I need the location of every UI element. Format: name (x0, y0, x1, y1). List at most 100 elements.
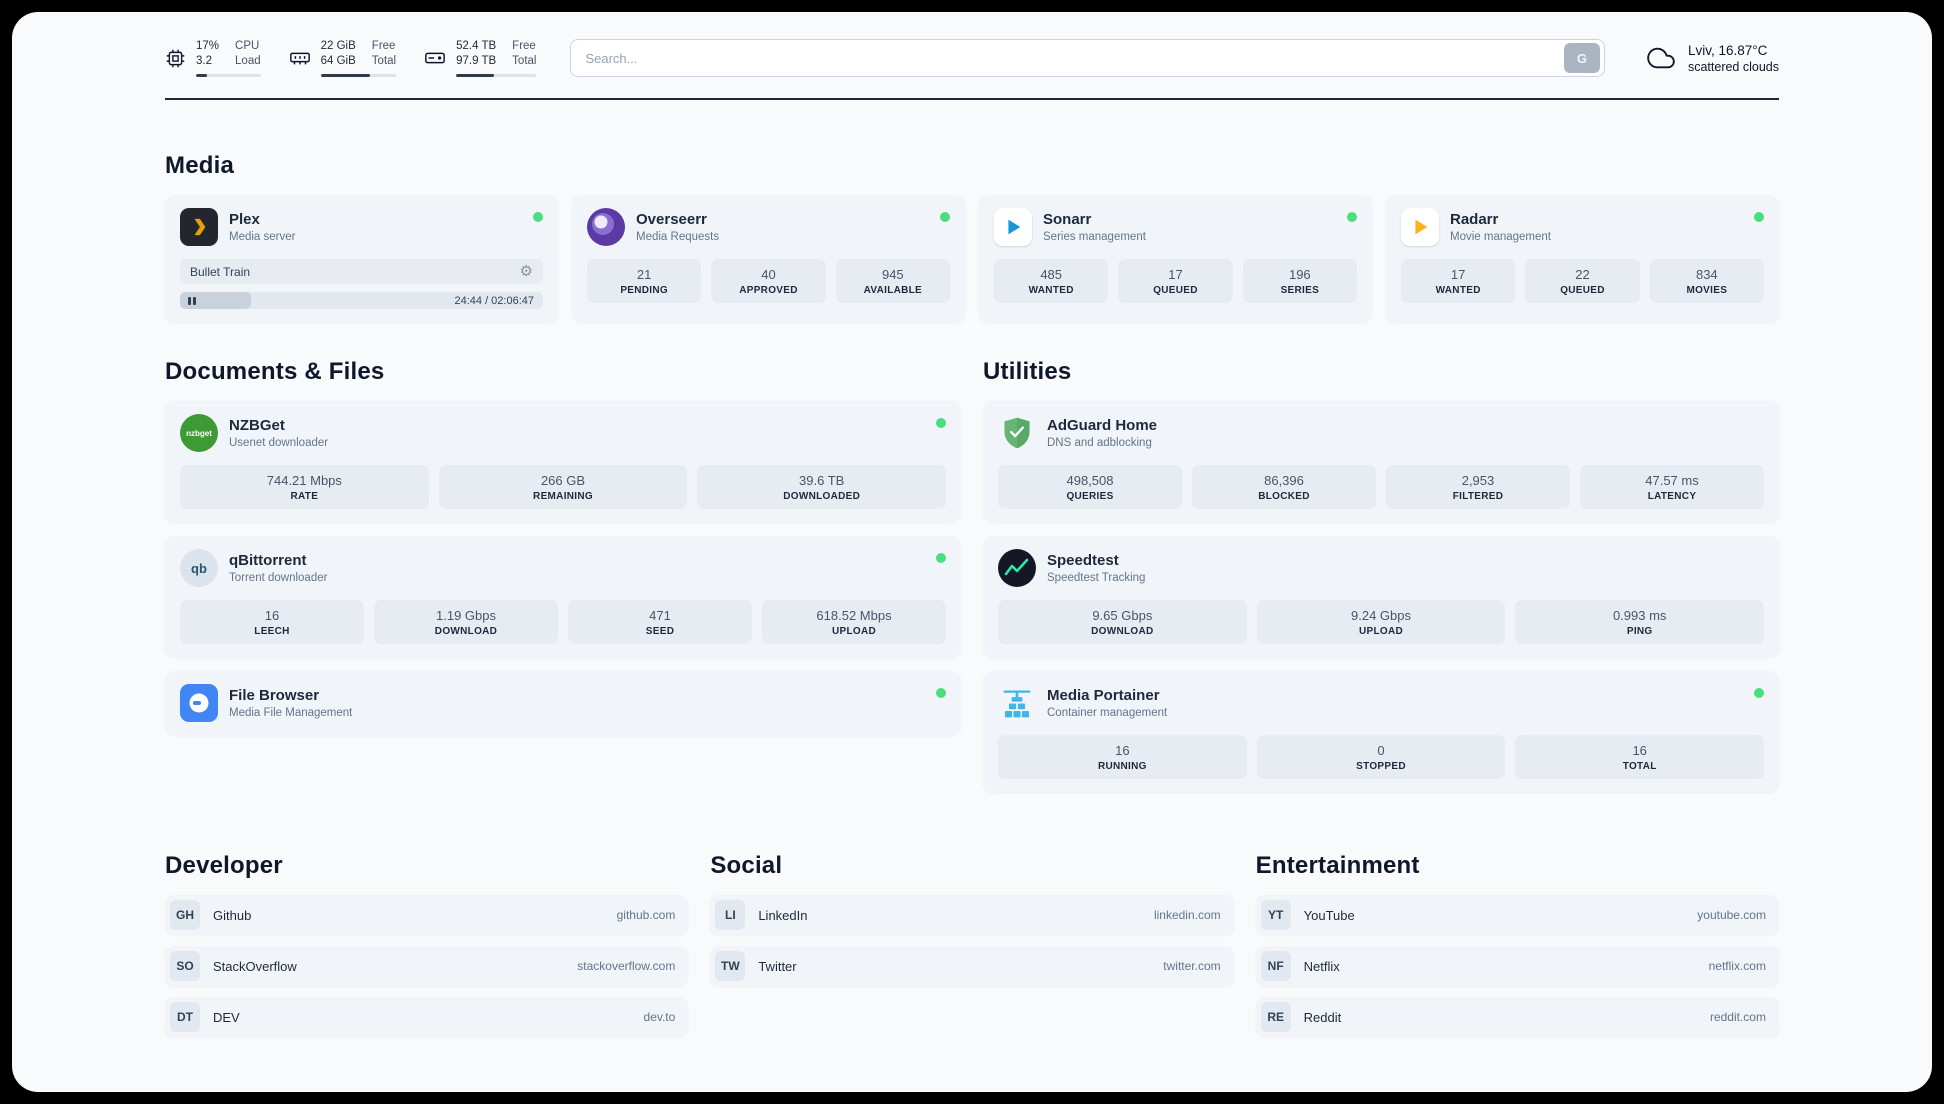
stat-wanted: 17 WANTED (1401, 259, 1516, 303)
disk-widget: 52.4 TB 97.9 TB Free Total (424, 39, 537, 77)
stat-blocked: 86,396 BLOCKED (1192, 465, 1376, 509)
stat-download: 9.65 Gbps DOWNLOAD (998, 600, 1247, 644)
stat-approved: 40 APPROVED (711, 259, 826, 303)
section-title-social: Social (710, 852, 783, 879)
search-engine-button[interactable]: G (1563, 43, 1600, 73)
bookmark-netflix[interactable]: NF Netflix netflix.com (1255, 946, 1779, 986)
service-card-adguard[interactable]: AdGuard Home DNS and adblocking 498,508 … (983, 401, 1779, 522)
service-card-qbittorrent[interactable]: qb qBittorrent Torrent downloader 16 LEE… (165, 536, 961, 657)
gear-icon[interactable]: ⚙ (519, 263, 533, 280)
twitter-badge-icon: TW (715, 951, 746, 981)
stat-filtered: 2,953 FILTERED (1386, 465, 1570, 509)
app-subtitle: Usenet downloader (229, 437, 329, 449)
search-bar: G (570, 39, 1605, 77)
app-subtitle: Media File Management (229, 707, 353, 719)
app-subtitle: Media Requests (636, 231, 720, 243)
stat-remaining: 266 GB REMAINING (438, 465, 688, 509)
section-title-developer: Developer (165, 852, 283, 879)
service-card-overseerr[interactable]: Overseerr Media Requests 21 PENDING 40 A… (572, 195, 965, 322)
status-online-dot (533, 212, 543, 222)
status-online-dot (1347, 212, 1357, 222)
stat-rate: 744.21 Mbps RATE (180, 465, 429, 509)
ram-labels: Free Total (371, 40, 397, 67)
service-card-nzbget[interactable]: nzbget NZBGet Usenet downloader 744.21 M… (165, 401, 961, 522)
reddit-badge-icon: RE (1260, 1002, 1291, 1032)
stat-movies: 834 MOVIES (1649, 259, 1764, 303)
app-name: Overseerr (636, 211, 707, 228)
app-name: AdGuard Home (1047, 417, 1158, 434)
pause-icon[interactable] (188, 296, 196, 305)
stat-total: 16 TOTAL (1515, 735, 1765, 779)
system-metrics: 17% 3.2 CPU Load (165, 39, 537, 77)
app-name: Plex (229, 211, 260, 228)
service-card-plex[interactable]: Plex Media server Bullet Train ⚙ 24:44 /… (165, 195, 558, 322)
disk-progress-bar (456, 73, 537, 77)
section-title-utilities: Utilities (983, 358, 1072, 385)
cpu-icon (166, 49, 185, 67)
stat-latency: 47.57 ms LATENCY (1580, 465, 1764, 509)
topbar: 17% 3.2 CPU Load (165, 12, 1779, 77)
status-online-dot (936, 418, 946, 428)
weather-widget[interactable]: Lviv, 16.87°C scattered clouds (1645, 43, 1779, 74)
qbittorrent-icon: qb (180, 549, 218, 587)
status-online-dot (1754, 212, 1764, 222)
ram-widget: 22 GiB 64 GiB Free Total (289, 39, 397, 77)
status-online-dot (1754, 688, 1764, 698)
dev-badge-icon: DT (170, 1002, 200, 1032)
github-badge-icon: GH (170, 900, 200, 930)
section-developer: Developer GH Github github.com SO StackO… (165, 852, 689, 1037)
adguard-icon (998, 414, 1036, 452)
portainer-icon (998, 684, 1036, 722)
app-name: NZBGet (229, 417, 285, 434)
app-name: Speedtest (1047, 552, 1119, 569)
bookmark-github[interactable]: GH Github github.com (165, 895, 689, 935)
section-entertainment: Entertainment YT YouTube youtube.com NF … (1255, 852, 1779, 1037)
section-utilities: Utilities AdGuard Home (983, 358, 1779, 792)
plex-icon (180, 208, 218, 246)
now-playing-title: Bullet Train (190, 264, 251, 279)
stat-queued: 22 QUEUED (1525, 259, 1640, 303)
stat-wanted: 485 WANTED (994, 259, 1109, 303)
stat-queries: 498,508 QUERIES (998, 465, 1182, 509)
service-card-radarr[interactable]: Radarr Movie management 17 WANTED 22 QUE… (1386, 195, 1779, 322)
bookmark-stackoverflow[interactable]: SO StackOverflow stackoverflow.com (165, 946, 689, 986)
stat-seed: 471 SEED (568, 600, 752, 644)
filebrowser-icon (180, 684, 218, 722)
disk-icon (425, 52, 445, 64)
stat-series: 196 SERIES (1242, 259, 1357, 303)
stackoverflow-badge-icon: SO (170, 951, 200, 981)
cpu-values: 17% 3.2 (196, 40, 220, 67)
bookmark-dev[interactable]: DT DEV dev.to (165, 997, 689, 1037)
playback-time: 24:44 / 02:06:47 (454, 294, 534, 307)
cpu-progress-bar (196, 73, 261, 77)
app-subtitle: DNS and adblocking (1047, 437, 1152, 449)
stat-leech: 16 LEECH (180, 600, 364, 644)
app-subtitle: Torrent downloader (229, 572, 328, 584)
service-card-speedtest[interactable]: Speedtest Speedtest Tracking 9.65 Gbps D… (983, 536, 1779, 657)
netflix-badge-icon: NF (1260, 951, 1291, 981)
now-playing-row: Bullet Train ⚙ (180, 259, 543, 284)
nzbget-icon: nzbget (180, 414, 218, 452)
youtube-badge-icon: YT (1260, 900, 1291, 930)
bookmark-twitter[interactable]: TW Twitter twitter.com (710, 946, 1234, 986)
bookmark-youtube[interactable]: YT YouTube youtube.com (1255, 895, 1779, 935)
stat-ping: 0.993 ms PING (1515, 600, 1765, 644)
stat-available: 945 AVAILABLE (835, 259, 950, 303)
disk-values: 52.4 TB 97.9 TB (456, 40, 497, 67)
bookmark-reddit[interactable]: RE Reddit reddit.com (1255, 997, 1779, 1037)
speedtest-icon (998, 549, 1036, 587)
bookmark-linkedin[interactable]: LI LinkedIn linkedin.com (710, 895, 1234, 935)
search-input[interactable] (585, 50, 1564, 66)
status-online-dot (936, 553, 946, 563)
service-card-portainer[interactable]: Media Portainer Container management 16 … (983, 671, 1779, 792)
app-subtitle: Media server (229, 231, 296, 243)
ram-values: 22 GiB 64 GiB (320, 40, 356, 67)
linkedin-badge-icon: LI (715, 900, 746, 930)
sonarr-icon (994, 208, 1032, 246)
cloud-icon (1647, 47, 1675, 69)
weather-condition: scattered clouds (1687, 59, 1779, 74)
service-card-sonarr[interactable]: Sonarr Series management 485 WANTED 17 Q… (979, 195, 1372, 322)
section-social: Social LI LinkedIn linkedin.com TW Twitt… (710, 852, 1234, 1037)
service-card-filebrowser[interactable]: File Browser Media File Management (165, 671, 961, 735)
radarr-icon (1401, 208, 1439, 246)
